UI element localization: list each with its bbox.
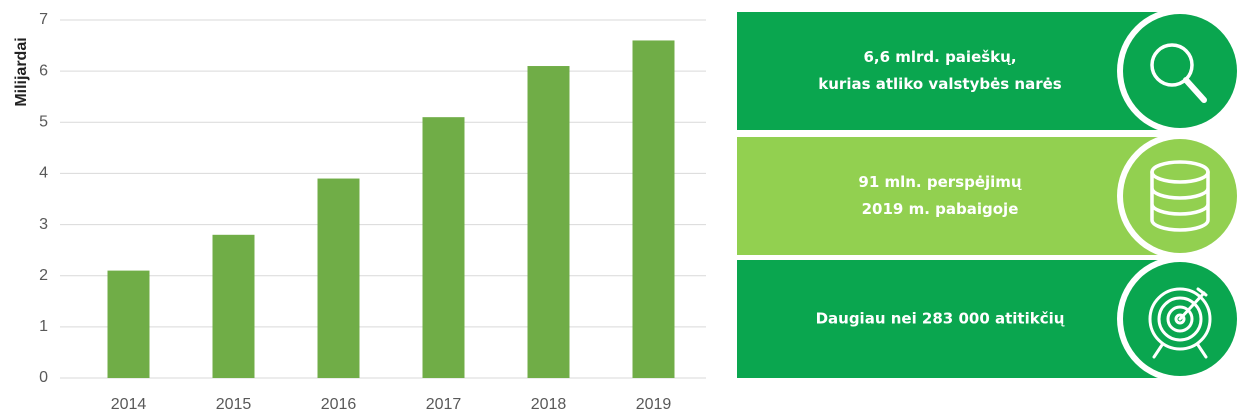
x-tick-label: 2017 xyxy=(426,396,462,413)
icons xyxy=(1148,43,1212,359)
target-icon xyxy=(1174,313,1186,325)
panel-text: kurias atliko valstybės narės xyxy=(818,75,1061,93)
y-tick-label: 1 xyxy=(39,318,48,335)
info-panel xyxy=(737,137,1180,255)
info-panel xyxy=(737,260,1180,378)
y-axis-title: Milijardai xyxy=(13,37,30,106)
icon-circle xyxy=(1123,14,1237,128)
search-icon xyxy=(1150,43,1194,87)
panel-text: 2019 m. pabaigoje xyxy=(862,200,1019,218)
icon-circle xyxy=(1123,139,1237,253)
bar xyxy=(317,178,360,378)
x-tick-label: 2016 xyxy=(321,396,357,413)
x-tick-label: 2015 xyxy=(216,396,252,413)
bar xyxy=(422,117,465,379)
bar xyxy=(527,66,570,379)
target-icon xyxy=(1166,305,1194,333)
database-icon xyxy=(1150,170,1210,232)
y-tick-label: 0 xyxy=(39,369,48,386)
target-icon xyxy=(1148,287,1212,351)
target-icon xyxy=(1152,287,1208,359)
bar xyxy=(212,234,255,378)
y-tick-label: 5 xyxy=(39,114,48,131)
x-tick-label: 2019 xyxy=(636,396,672,413)
search-icon xyxy=(1183,77,1207,103)
panel-text: 91 mln. perspėjimų xyxy=(858,173,1022,191)
bar xyxy=(632,40,675,378)
y-tick-label: 7 xyxy=(39,11,48,28)
panel-text: Daugiau nei 283 000 atitikčių xyxy=(816,310,1065,328)
target-icon xyxy=(1157,296,1203,342)
info-panel xyxy=(737,12,1180,130)
bar xyxy=(107,270,150,378)
y-tick-label: 3 xyxy=(39,216,48,233)
x-tick-label: 2018 xyxy=(531,396,567,413)
x-tick-label: 2014 xyxy=(111,396,147,413)
panel-text: 6,6 mlrd. paieškų, xyxy=(863,48,1016,66)
y-tick-label: 4 xyxy=(39,165,48,182)
y-tick-label: 6 xyxy=(39,62,48,79)
y-tick-label: 2 xyxy=(39,267,48,284)
